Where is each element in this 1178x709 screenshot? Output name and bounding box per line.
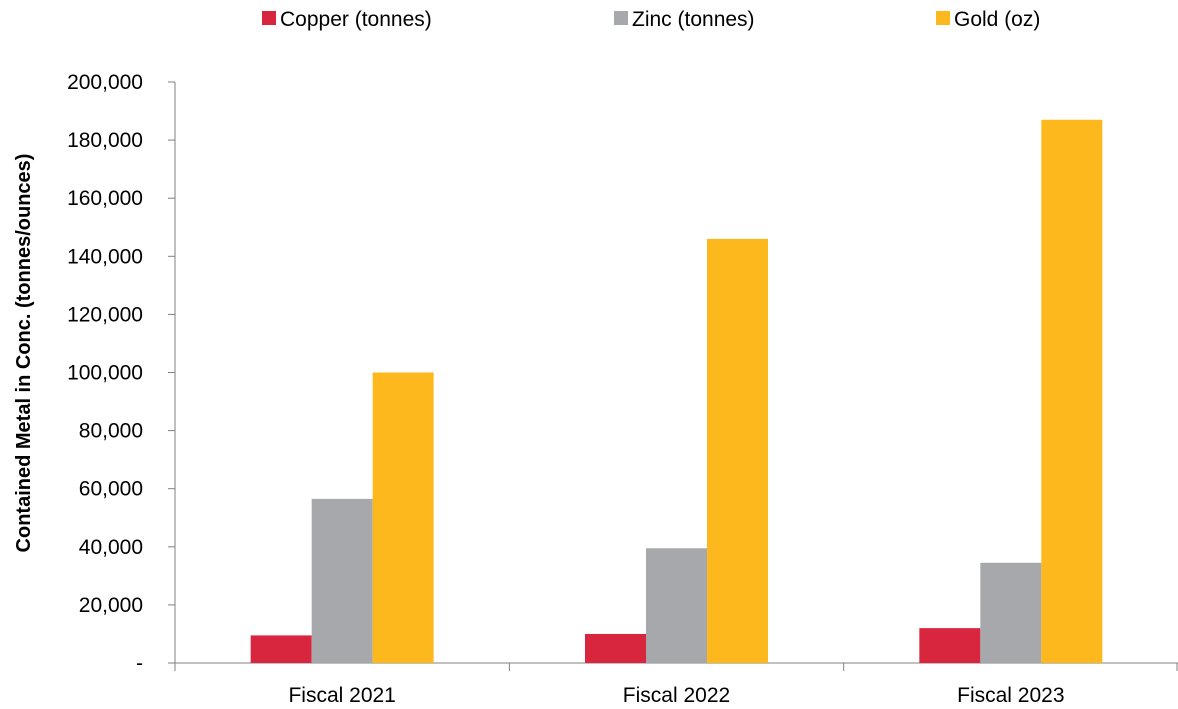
- y-tick-label: 60,000: [79, 478, 143, 501]
- x-tick-label: Fiscal 2023: [957, 684, 1064, 707]
- y-axis: - 20,000 40,000 60,000 80,000 100,000 120,000 1…: [67, 71, 176, 675]
- legend-label: Zinc (tonnes): [632, 8, 755, 31]
- x-tick-label: Fiscal 2021: [288, 684, 395, 707]
- y-tick-label: -: [136, 652, 143, 675]
- bar: [646, 548, 707, 663]
- bar: [250, 635, 312, 663]
- bar: [707, 238, 768, 663]
- y-tick-label: 180,000: [67, 129, 143, 152]
- legend-swatch: [614, 11, 628, 25]
- bar: [311, 498, 373, 663]
- bar: [980, 562, 1042, 663]
- legend-label: Gold (oz): [954, 8, 1040, 31]
- bar: [919, 628, 981, 663]
- bar: [372, 372, 434, 663]
- x-axis: Fiscal 2021 Fiscal 2022 Fiscal 2023: [174, 662, 1178, 707]
- bar: [585, 633, 646, 663]
- y-tick-label: 100,000: [67, 362, 143, 385]
- y-tick-label: 200,000: [67, 71, 143, 94]
- y-tick-label: 20,000: [79, 594, 143, 617]
- legend-label: Copper (tonnes): [280, 8, 432, 31]
- legend-swatch: [936, 11, 950, 25]
- y-axis-title: Contained Metal in Conc. (tonnes/ounces): [13, 154, 35, 553]
- y-tick-label: 120,000: [67, 303, 143, 326]
- y-tick-label: 140,000: [67, 245, 143, 268]
- bars-group: [250, 119, 1103, 663]
- bar: [1041, 119, 1103, 663]
- chart-legend: Copper (tonnes) Zinc (tonnes) Gold (oz): [262, 8, 1040, 31]
- y-tick-label: 160,000: [67, 187, 143, 210]
- x-tick-label: Fiscal 2022: [623, 684, 730, 707]
- y-tick-label: 40,000: [79, 536, 143, 559]
- y-tick-label: 80,000: [79, 420, 143, 443]
- legend-swatch: [262, 11, 276, 25]
